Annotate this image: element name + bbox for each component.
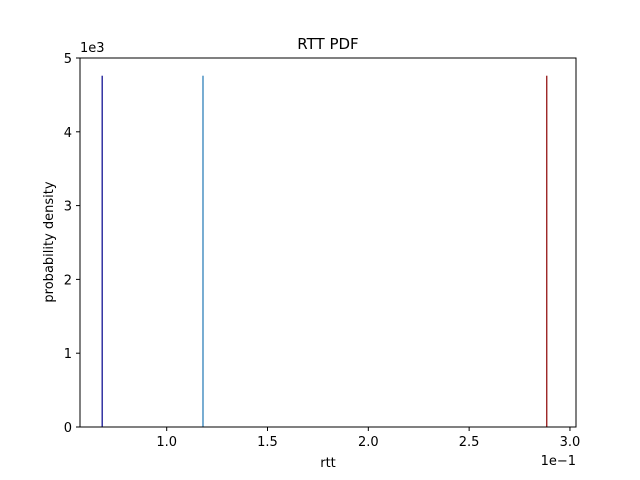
x-ticks-group: 1.0 1.5 2.0 2.5 3.0 bbox=[156, 427, 580, 450]
x-tick-label-0: 1.0 bbox=[156, 435, 177, 450]
x-tick-label-3: 2.5 bbox=[459, 435, 480, 450]
bars-group bbox=[101, 75, 548, 427]
y-tick-label-3: 3 bbox=[64, 200, 72, 215]
y-tick-label-0: 0 bbox=[64, 421, 72, 436]
x-tick-label-2: 2.0 bbox=[358, 435, 379, 450]
x-offset-label: 1e−1 bbox=[541, 454, 576, 469]
y-offset-label: 1e3 bbox=[80, 41, 105, 56]
x-tick-label-4: 3.0 bbox=[560, 435, 581, 450]
y-tick-label-2: 2 bbox=[64, 273, 72, 288]
y-tick-label-5: 5 bbox=[64, 52, 72, 67]
y-ticks-group: 0 1 2 3 4 5 bbox=[64, 52, 80, 436]
plot-frame bbox=[79, 57, 577, 428]
bar-series-2-0 bbox=[546, 75, 548, 427]
chart-title: RTT PDF bbox=[297, 35, 358, 53]
bar-series-1-0 bbox=[202, 75, 204, 427]
y-axis-label: probability density bbox=[42, 181, 57, 302]
bar-series-0-0 bbox=[101, 75, 103, 427]
y-tick-label-4: 4 bbox=[64, 126, 72, 141]
y-tick-label-1: 1 bbox=[64, 347, 72, 362]
x-axis-label: rtt bbox=[320, 456, 336, 471]
x-tick-label-1: 1.5 bbox=[257, 435, 278, 450]
